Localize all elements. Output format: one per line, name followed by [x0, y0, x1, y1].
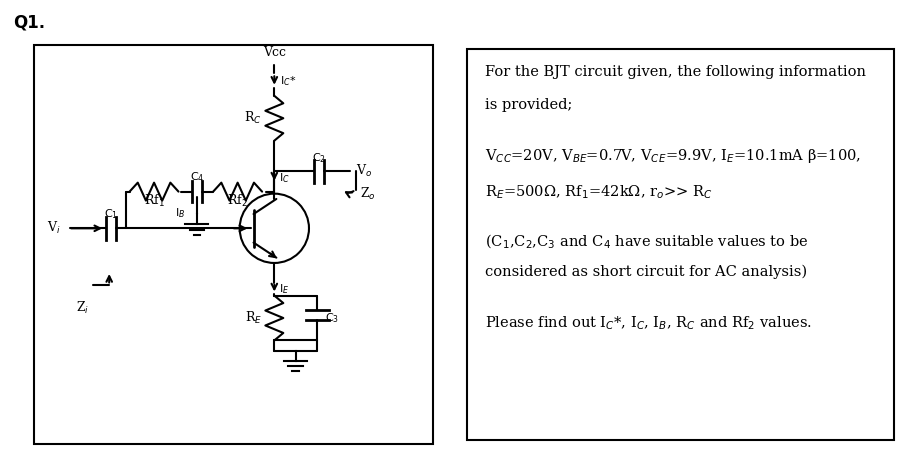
Text: R$_{E}$=500Ω, Rf$_{1}$=42kΩ, r$_{o}$>> R$_{C}$: R$_{E}$=500Ω, Rf$_{1}$=42kΩ, r$_{o}$>> R…	[484, 183, 712, 201]
Text: I$_B$: I$_B$	[175, 207, 186, 220]
Text: considered as short circuit for AC analysis): considered as short circuit for AC analy…	[484, 265, 807, 280]
Text: Rf$_2$: Rf$_2$	[228, 193, 248, 209]
Text: I$_C$: I$_C$	[279, 172, 290, 185]
Text: V$_i$: V$_i$	[46, 220, 60, 236]
Text: is provided;: is provided;	[484, 98, 572, 112]
Text: (C$_{1}$,C$_{2}$,C$_{3}$ and C$_{4}$ have suitable values to be: (C$_{1}$,C$_{2}$,C$_{3}$ and C$_{4}$ hav…	[484, 232, 808, 251]
Text: Z$_o$: Z$_o$	[360, 186, 375, 202]
Text: C$_1$: C$_1$	[104, 207, 118, 221]
Text: I$_E$: I$_E$	[279, 282, 289, 295]
Text: R$_E$: R$_E$	[245, 310, 262, 326]
Text: C$_2$: C$_2$	[312, 151, 327, 165]
Text: Rf$_1$: Rf$_1$	[143, 193, 164, 209]
Text: C$_4$: C$_4$	[190, 170, 204, 184]
Text: R$_C$: R$_C$	[245, 110, 262, 126]
Text: I$_C$*: I$_C$*	[280, 74, 297, 87]
Text: C$_3$: C$_3$	[326, 311, 339, 325]
Text: For the BJT circuit given, the following information: For the BJT circuit given, the following…	[484, 65, 865, 79]
Text: V$_{CC}$=20V, V$_{BE}$=0.7V, V$_{CE}$=9.9V, I$_{E}$=10.1mA β=100,: V$_{CC}$=20V, V$_{BE}$=0.7V, V$_{CE}$=9.…	[484, 147, 861, 165]
Text: Z$_i$: Z$_i$	[76, 299, 89, 316]
Text: V$_o$: V$_o$	[356, 163, 372, 179]
Text: Vcc: Vcc	[263, 46, 286, 59]
Text: Q1.: Q1.	[14, 14, 45, 32]
Text: Please find out I$_{C}$*, I$_{C}$, I$_{B}$, R$_{C}$ and Rf$_{2}$ values.: Please find out I$_{C}$*, I$_{C}$, I$_{B…	[484, 314, 812, 332]
